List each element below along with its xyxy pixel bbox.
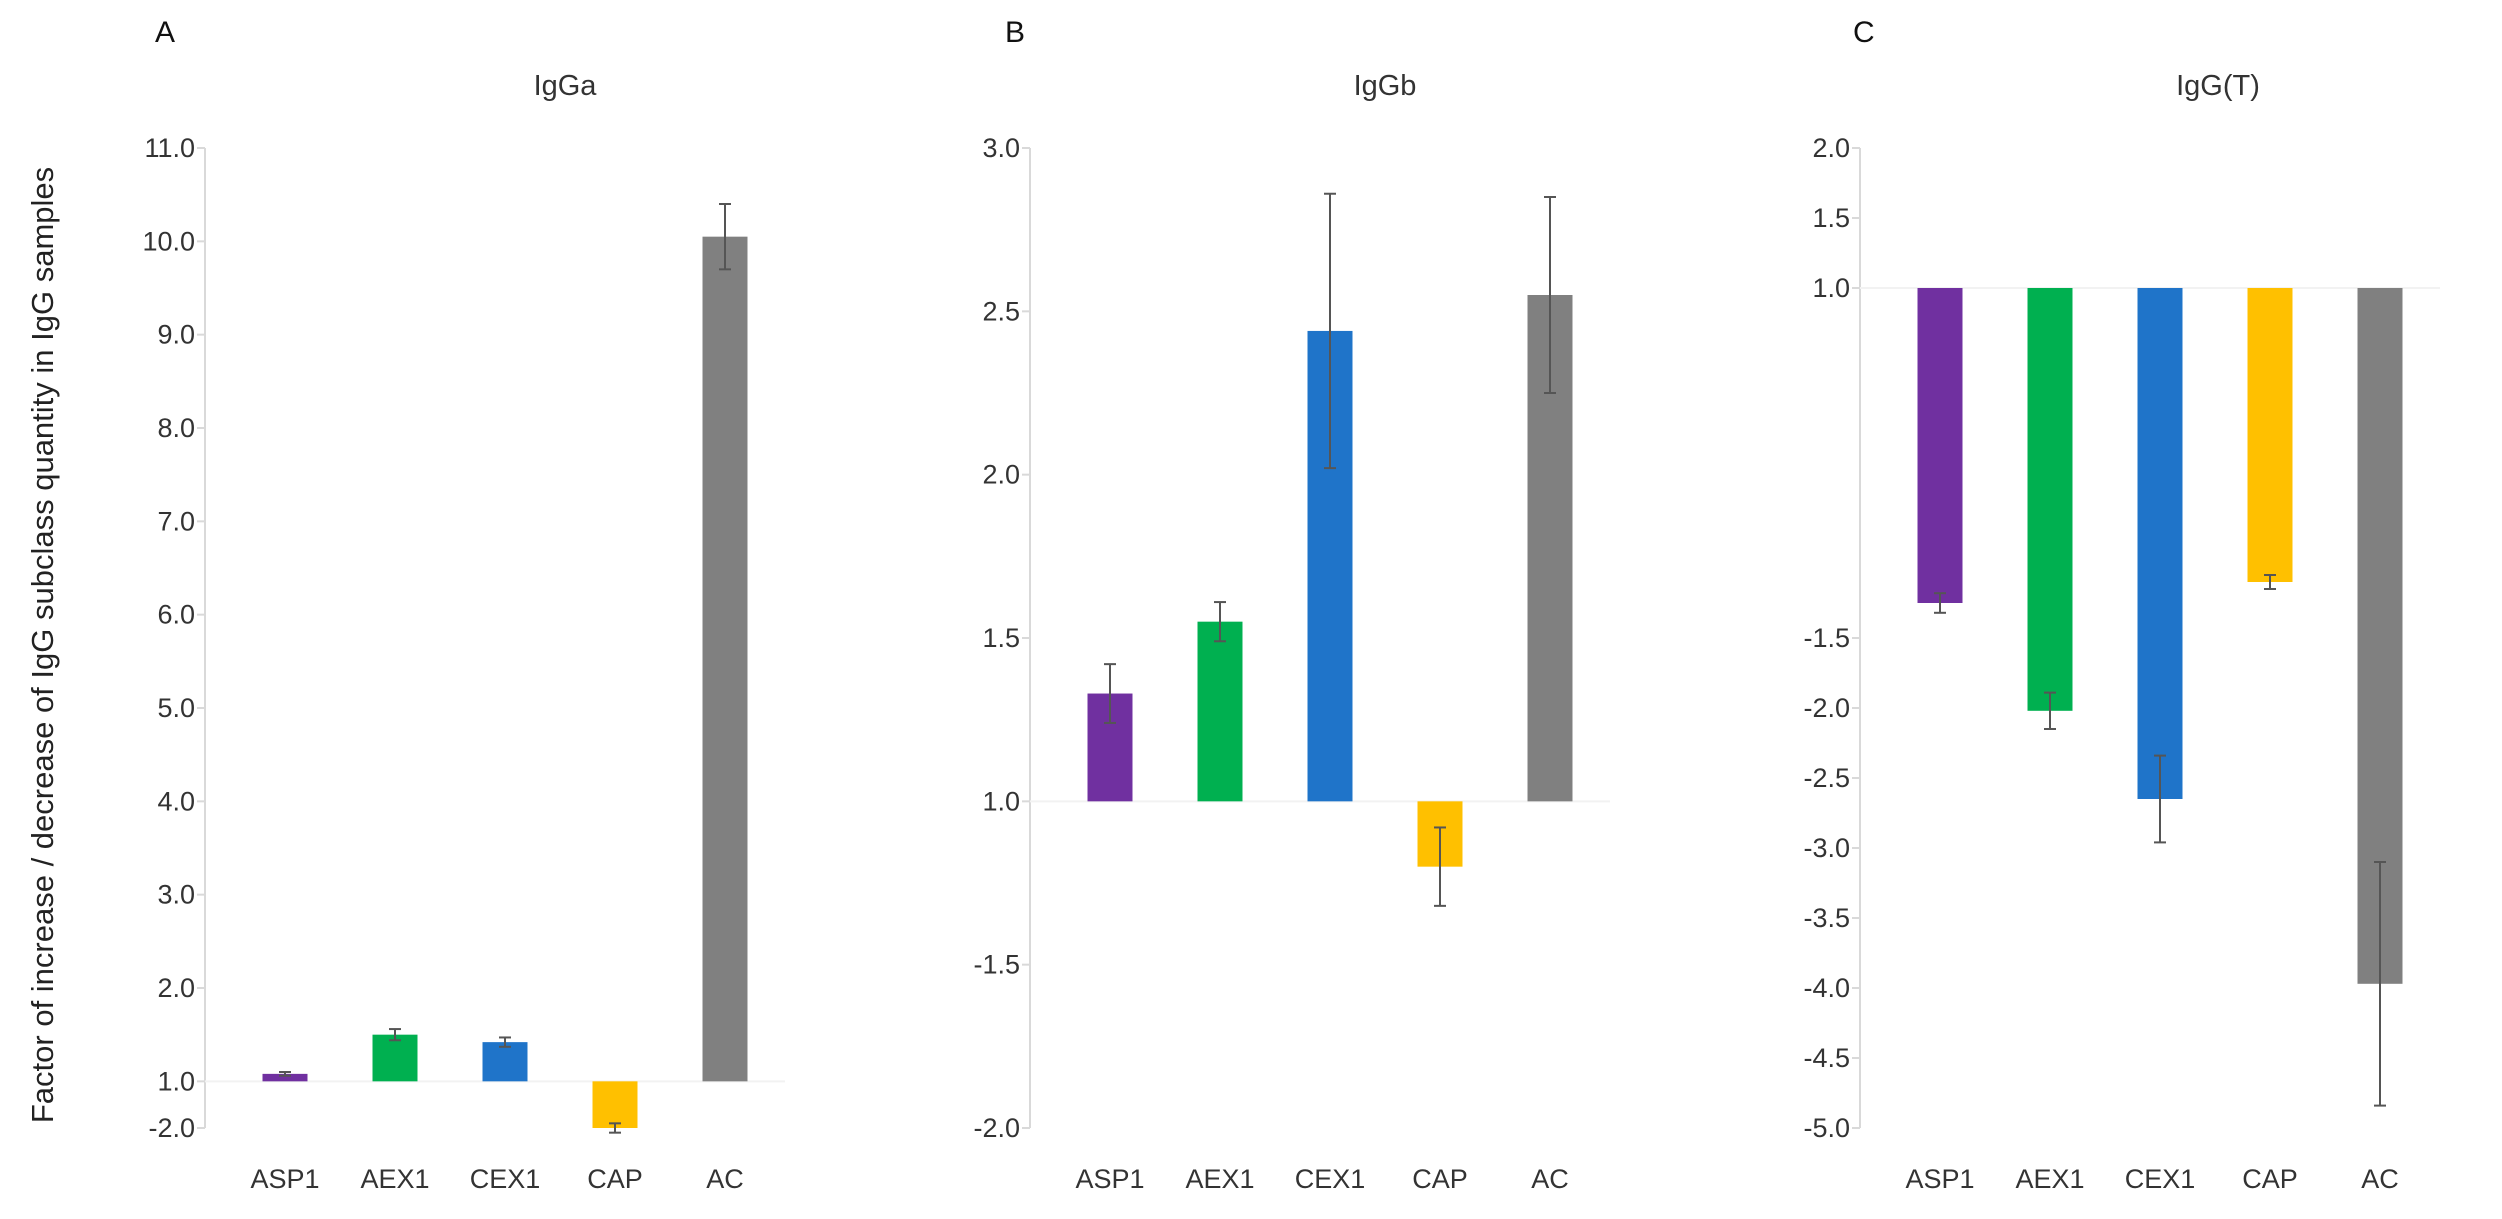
category-label: CAP bbox=[587, 1164, 643, 1194]
chart-title: IgGa bbox=[534, 70, 598, 102]
category-label: AC bbox=[706, 1164, 744, 1194]
y-tick-label: -2.0 bbox=[1803, 693, 1850, 723]
panel-label: B bbox=[1005, 16, 1025, 49]
bar bbox=[2027, 288, 2073, 711]
category-label: AEX1 bbox=[1185, 1164, 1254, 1194]
y-tick-label: 2.0 bbox=[157, 973, 195, 1003]
category-label: ASP1 bbox=[250, 1164, 319, 1194]
bar bbox=[482, 1042, 528, 1082]
y-axis-label: Factor of increase / decrease of IgG sub… bbox=[25, 167, 60, 1123]
y-tick-label: 2.0 bbox=[1812, 133, 1850, 163]
category-label: CEX1 bbox=[1295, 1164, 1366, 1194]
chart-title: IgGb bbox=[1354, 70, 1417, 102]
y-tick-label: -5.0 bbox=[1803, 1113, 1850, 1143]
y-tick-label: 10.0 bbox=[142, 226, 195, 256]
y-tick-label: 1.0 bbox=[157, 1066, 195, 1096]
bar bbox=[2247, 288, 2293, 582]
y-tick-label: -1.5 bbox=[1803, 623, 1850, 653]
bar bbox=[262, 1073, 308, 1082]
y-tick-label: -3.0 bbox=[1803, 833, 1850, 863]
y-tick-label: 11.0 bbox=[144, 133, 195, 163]
y-tick-label: 1.0 bbox=[982, 786, 1020, 816]
y-tick-label: -4.5 bbox=[1803, 1043, 1850, 1073]
category-label: AEX1 bbox=[360, 1164, 429, 1194]
y-tick-label: -2.0 bbox=[148, 1113, 195, 1143]
bar bbox=[1197, 621, 1243, 802]
y-tick-label: 6.0 bbox=[157, 600, 195, 630]
y-tick-label: 3.0 bbox=[982, 133, 1020, 163]
y-tick-label: 7.0 bbox=[157, 506, 195, 536]
y-tick-label: 1.0 bbox=[1812, 273, 1850, 303]
category-label: AEX1 bbox=[2015, 1164, 2084, 1194]
y-tick-label: -2.5 bbox=[1803, 763, 1850, 793]
category-label: CAP bbox=[1412, 1164, 1468, 1194]
category-label: AC bbox=[1531, 1164, 1569, 1194]
y-tick-label: 9.0 bbox=[157, 320, 195, 350]
chart-title: IgG(T) bbox=[2176, 70, 2260, 102]
y-tick-label: 4.0 bbox=[157, 786, 195, 816]
y-tick-label: 8.0 bbox=[157, 413, 195, 443]
y-tick-label: -4.0 bbox=[1803, 973, 1850, 1003]
category-label: ASP1 bbox=[1905, 1164, 1974, 1194]
bar bbox=[702, 236, 748, 1082]
y-tick-label: 2.0 bbox=[982, 460, 1020, 490]
y-tick-label: -2.0 bbox=[973, 1113, 1020, 1143]
y-tick-label: 1.5 bbox=[982, 623, 1020, 653]
bar bbox=[1917, 288, 1963, 603]
y-tick-label: 3.0 bbox=[157, 880, 195, 910]
y-tick-label: 2.5 bbox=[982, 296, 1020, 326]
bar bbox=[372, 1034, 418, 1082]
y-tick-label: 1.5 bbox=[1812, 203, 1850, 233]
panel-label: A bbox=[155, 16, 175, 49]
category-label: ASP1 bbox=[1075, 1164, 1144, 1194]
bar bbox=[2137, 288, 2183, 799]
y-tick-label: 5.0 bbox=[157, 693, 195, 723]
bar bbox=[592, 1081, 638, 1128]
category-label: CEX1 bbox=[470, 1164, 541, 1194]
y-tick-label: -1.5 bbox=[973, 950, 1020, 980]
y-tick-label: -3.5 bbox=[1803, 903, 1850, 933]
category-label: CAP bbox=[2242, 1164, 2298, 1194]
category-label: CEX1 bbox=[2125, 1164, 2196, 1194]
category-label: AC bbox=[2361, 1164, 2399, 1194]
panel-label: C bbox=[1853, 16, 1875, 49]
